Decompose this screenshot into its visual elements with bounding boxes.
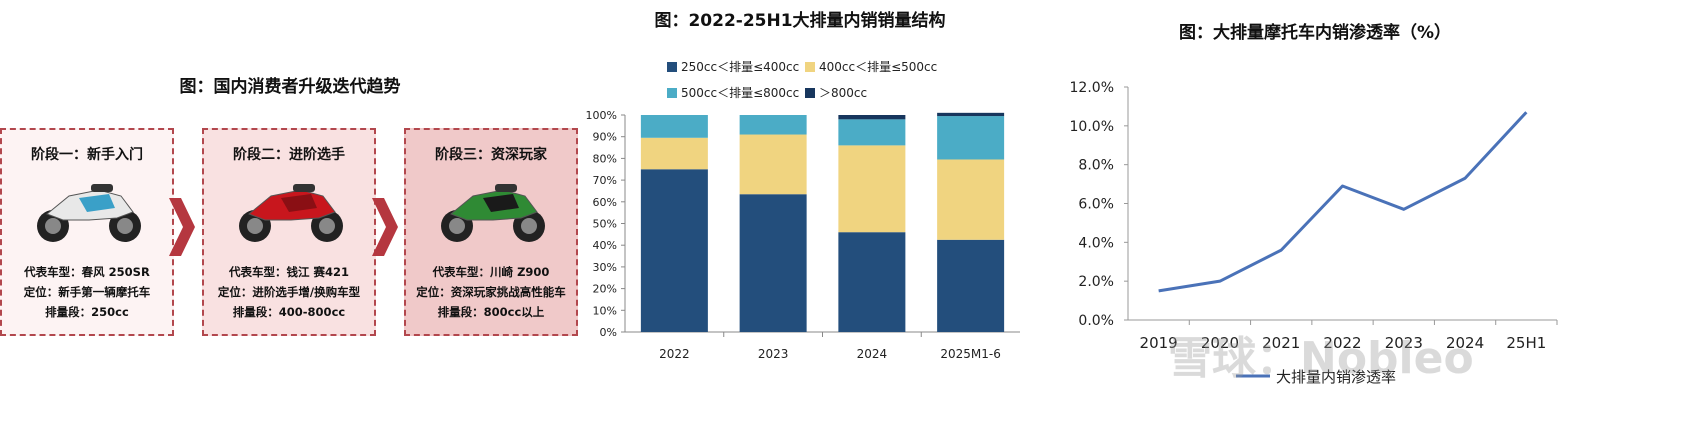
x-tick-label: 2019 [1140, 334, 1178, 352]
stage-title: 阶段三：资深玩家 [435, 147, 547, 163]
legend-swatch [667, 62, 677, 72]
y-tick-label: 80% [593, 152, 617, 165]
y-tick-label: 90% [593, 131, 617, 144]
x-tick-label: 2025M1-6 [940, 347, 1001, 361]
y-tick-label: 2.0% [1078, 274, 1114, 290]
y-tick-label: 0.0% [1078, 313, 1114, 329]
bar-segment [640, 169, 708, 332]
bar-segment [937, 116, 1005, 160]
bar-segment [640, 115, 708, 138]
stacked-bar-chart: 250cc＜排量≤400cc 400cc＜排量≤500cc 500cc＜排量≤800… [586, 60, 1020, 361]
stage-displacement: 排量段：400-800cc [232, 305, 346, 319]
bar-segment [838, 119, 906, 146]
y-tick-label: 20% [593, 283, 617, 296]
x-tick-label: 2023 [1385, 334, 1423, 352]
y-tick-label: 50% [593, 218, 617, 231]
stage-title: 阶段一：新手入门 [31, 147, 143, 163]
watermark: 雪球：Nobleo [1168, 333, 1474, 384]
chevron-right-icon [372, 198, 398, 256]
motorcycle-image [441, 184, 545, 242]
bar-chart-title: 图：2022-25H1大排量内销销量结构 [654, 11, 946, 31]
x-tick-label: 2022 [659, 347, 690, 361]
bar-segment [838, 145, 906, 233]
legend-label: 400cc＜排量≤500cc [819, 60, 937, 74]
y-tick-label: 70% [593, 174, 617, 187]
legend-label: 大排量内销渗透率 [1276, 368, 1396, 386]
chart-legend: 250cc＜排量≤400cc 400cc＜排量≤500cc 500cc＜排量≤800… [667, 60, 937, 100]
x-tick-label: 25H1 [1506, 334, 1546, 352]
stage-info: 代表车型：川崎 Z900 定位：资深玩家挑战高性能车 排量段：800cc以上 [406, 262, 576, 322]
bar-segment [937, 112, 1005, 117]
stage-card-1: 阶段一：新手入门 代表车型：春风 250SR 定位：新手第一辆摩托车 排量段：2… [0, 128, 174, 336]
y-tick-label: 12.0% [1070, 80, 1114, 96]
stage-position: 定位：资深玩家挑战高性能车 [416, 285, 566, 299]
y-tick-label: 40% [593, 239, 617, 252]
bar-segment [640, 137, 708, 170]
stage-title: 阶段二：进阶选手 [233, 147, 345, 163]
stage-info: 代表车型：钱江 赛421 定位：进阶选手增/换购车型 排量段：400-800cc [204, 262, 374, 322]
stage-model: 代表车型：钱江 赛421 [228, 265, 349, 279]
infographic-title: 图：国内消费者升级迭代趋势 [179, 77, 401, 97]
legend-swatch [667, 88, 677, 98]
x-tick-label: 2024 [1446, 334, 1484, 352]
stage-position: 定位：新手第一辆摩托车 [23, 285, 151, 299]
stage-model: 代表车型：川崎 Z900 [432, 265, 550, 279]
bar-segment [937, 159, 1005, 240]
y-tick-label: 10.0% [1070, 119, 1114, 135]
motorcycle-image [37, 184, 141, 242]
line-chart-title: 图：大排量摩托车内销渗透率（%） [1178, 23, 1452, 43]
legend-label: ＞800cc [819, 86, 867, 100]
stage-model: 代表车型：春风 250SR [24, 265, 150, 279]
y-tick-label: 0% [600, 326, 617, 339]
y-tick-label: 10% [593, 304, 617, 317]
motorcycle-image [239, 184, 343, 242]
stage-displacement: 排量段：800cc以上 [437, 305, 545, 319]
y-tick-label: 30% [593, 261, 617, 274]
bar-segment [739, 134, 807, 195]
y-tick-label: 100% [586, 109, 617, 122]
x-tick-label: 2020 [1201, 334, 1239, 352]
legend-label: 250cc＜排量≤400cc [681, 60, 799, 74]
y-tick-label: 8.0% [1078, 158, 1114, 174]
chevron-right-icon [169, 198, 195, 256]
stage-position: 定位：进阶选手增/换购车型 [217, 285, 361, 299]
stage-card-2: 阶段二：进阶选手 代表车型：钱江 赛421 定位：进阶选手增/换购车型 排量段：… [202, 128, 376, 336]
legend-swatch [805, 62, 815, 72]
bar-segment [739, 115, 807, 135]
bar-segment [838, 232, 906, 332]
y-tick-label: 60% [593, 196, 617, 209]
x-tick-label: 2023 [758, 347, 789, 361]
stage-displacement: 排量段：250cc [45, 305, 129, 319]
legend-swatch [805, 88, 815, 98]
stage-info: 代表车型：春风 250SR 定位：新手第一辆摩托车 排量段：250cc [2, 262, 172, 322]
x-tick-label: 2024 [857, 347, 888, 361]
bar-segment [838, 115, 906, 120]
x-tick-label: 2022 [1323, 334, 1361, 352]
series-line [1158, 111, 1528, 293]
stage-card-3: 阶段三：资深玩家 代表车型：川崎 Z900 定位：资深玩家挑战高性能车 排量段：… [404, 128, 578, 336]
y-tick-label: 4.0% [1078, 235, 1114, 251]
chart-legend: 大排量内销渗透率 [1236, 368, 1396, 386]
bar-segment [937, 239, 1005, 332]
x-tick-label: 2021 [1262, 334, 1300, 352]
legend-label: 500cc＜排量≤800cc [681, 86, 799, 100]
line-chart: 0.0% 2.0% 4.0% 6.0% 8.0% 10.0% 12.0% 2019 2020 20… [1070, 80, 1558, 386]
bar-segment [739, 194, 807, 332]
y-tick-label: 6.0% [1078, 197, 1114, 213]
